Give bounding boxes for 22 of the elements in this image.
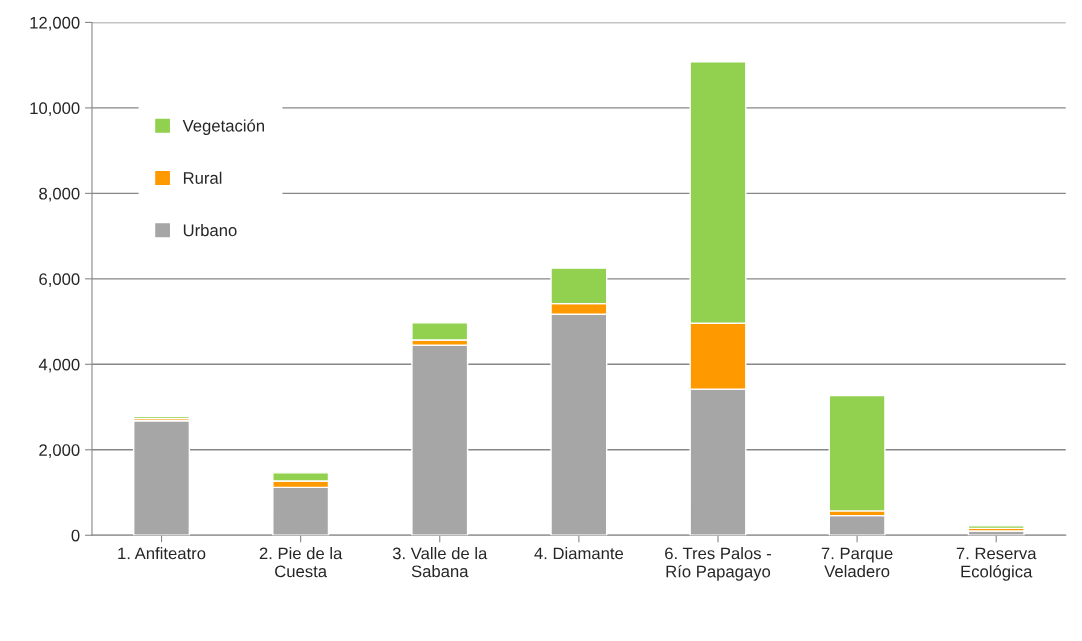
bar (411, 344, 469, 536)
bar (828, 394, 886, 512)
y-tick-label: 0 (71, 529, 80, 542)
y-tick-label: 8,000 (39, 187, 80, 202)
y-tick-label: 2,000 (39, 444, 80, 458)
legend-label: Urbano (183, 224, 237, 237)
y-tick-label: 6,000 (39, 273, 80, 288)
y-tick-label: 4,000 (38, 358, 80, 373)
x-tick-label: 4. Diamante (534, 547, 624, 560)
y-tick-label: 12,000 (30, 16, 80, 31)
x-tick-label: 7. Reserva Ecológica (956, 547, 1037, 581)
x-tick-label: 6. Tres Palos - Río Papagayo (665, 547, 771, 581)
legend-label: Rural (183, 171, 222, 184)
bar (828, 514, 886, 536)
legend-label: Vegetación (182, 119, 264, 135)
x-tick-label: 2. Pie de la Cuesta (259, 547, 343, 578)
bar (272, 486, 330, 536)
y-tick-label: 10,000 (30, 102, 80, 117)
x-tick-label: 1. Anfiteatro (118, 547, 206, 560)
x-tick-label: 7. Parque Veladero (821, 547, 893, 578)
x-tick-label: 3. Valle de la Sabana (392, 547, 488, 578)
bar (133, 420, 191, 536)
